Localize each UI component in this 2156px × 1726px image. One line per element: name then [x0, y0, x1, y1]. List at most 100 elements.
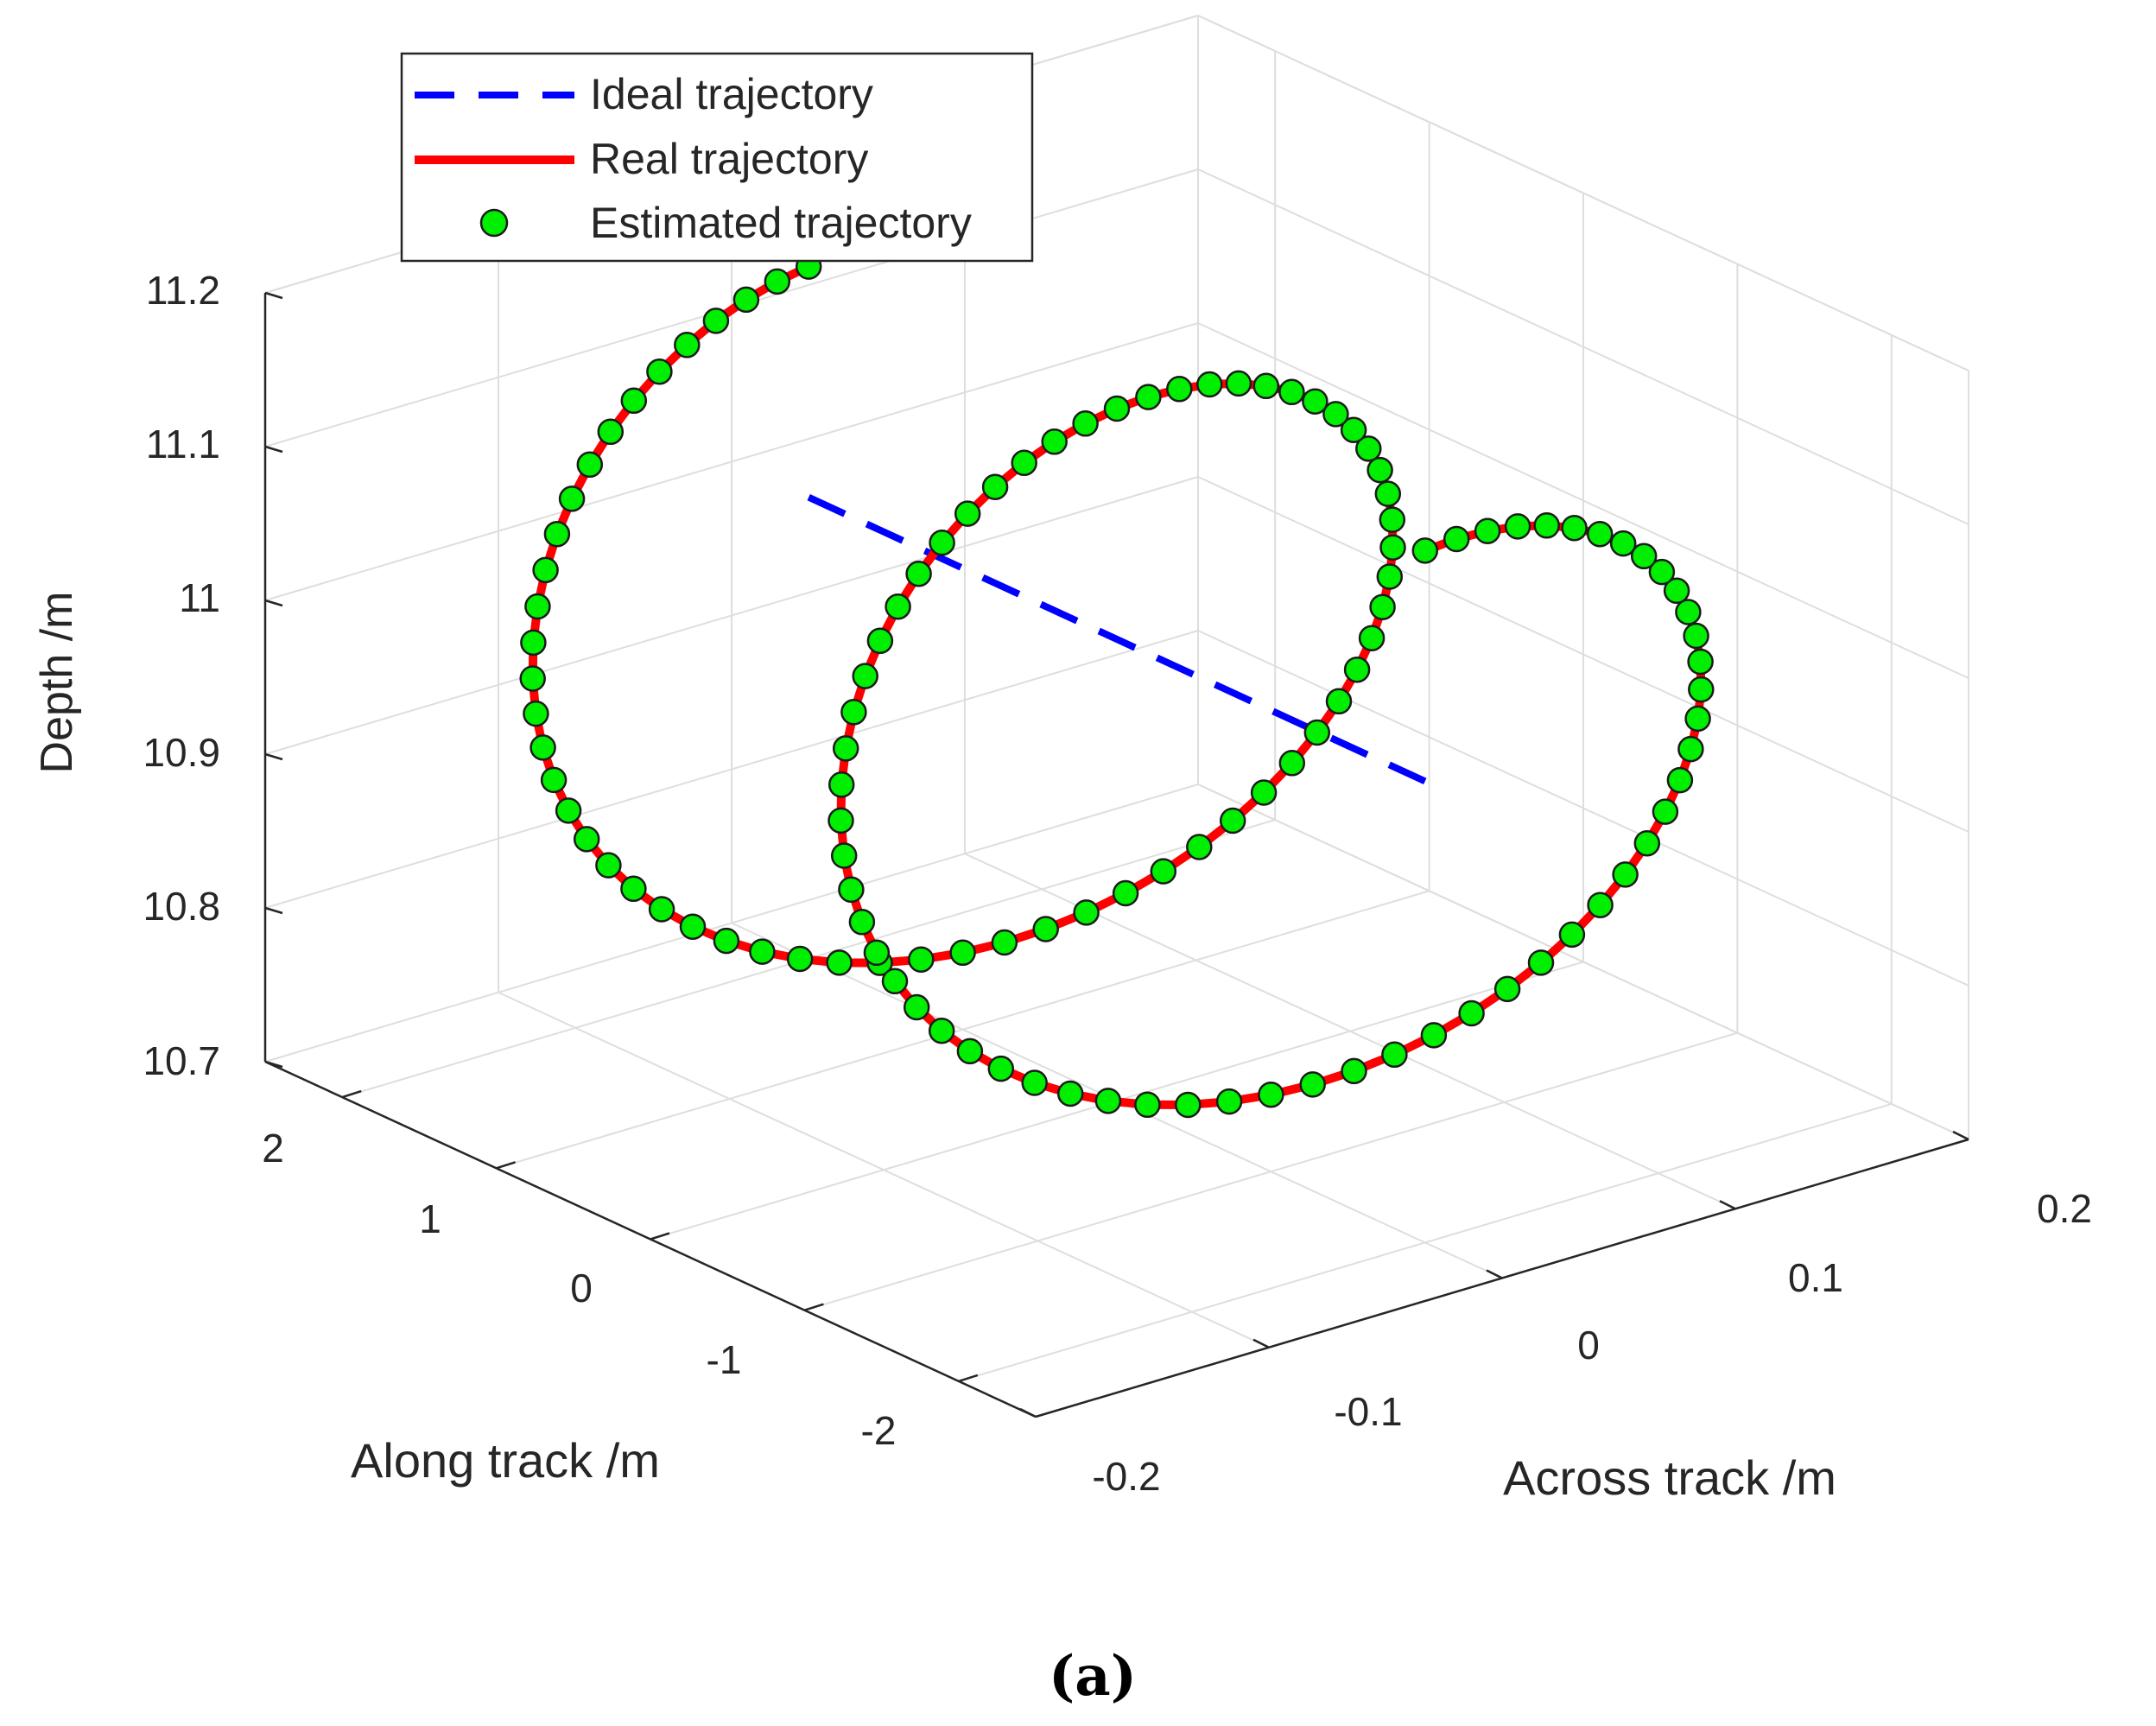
estimated-point — [885, 593, 911, 620]
back-wall-grid-line — [264, 476, 1199, 755]
estimated-point — [1215, 1088, 1243, 1115]
estimated-point — [1379, 534, 1406, 561]
z-tick-mark — [264, 752, 283, 761]
estimated-point — [1056, 1080, 1084, 1107]
estimated-point — [981, 473, 1009, 500]
estimated-trajectory-markers — [519, 253, 1715, 1119]
real-trajectory-line — [528, 263, 1706, 1109]
estimated-point — [1322, 401, 1349, 428]
estimated-point — [1374, 480, 1402, 507]
y-tick-mark — [804, 1303, 824, 1311]
estimated-point — [543, 520, 571, 548]
estimated-point — [1196, 371, 1223, 398]
z-tick-label: 11 — [179, 575, 220, 620]
estimated-point — [1367, 456, 1393, 484]
estimated-point — [1343, 656, 1371, 683]
estimated-point — [991, 929, 1018, 956]
estimated-point — [1103, 395, 1131, 422]
legend-estimated-label: Estimated trajectory — [590, 199, 972, 247]
estimated-point — [1325, 688, 1353, 715]
z-tick-labels: 11.2 11.1 11 10.9 10.8 10.7 — [143, 268, 220, 1083]
estimated-point — [595, 852, 622, 879]
y-axis-label: Along track /m — [351, 1433, 660, 1488]
estimated-point — [1666, 766, 1694, 794]
estimated-point — [903, 993, 930, 1021]
estimated-point — [523, 700, 549, 727]
z-axis-label: Depth /m — [32, 592, 82, 774]
estimated-point — [1166, 376, 1193, 403]
y-tick-label: -2 — [861, 1408, 897, 1453]
estimated-point — [646, 358, 673, 385]
z-tick-label: 10.9 — [143, 730, 220, 775]
estimated-point — [881, 968, 909, 995]
estimated-point — [1021, 1069, 1048, 1096]
z-tick-mark — [264, 445, 283, 454]
legend-real-label: Real trajectory — [590, 135, 868, 183]
z-tick-label: 10.7 — [143, 1038, 220, 1083]
estimated-point — [573, 826, 600, 853]
back-wall-grid-line — [264, 630, 1199, 909]
side-wall-grid-line — [1197, 630, 1969, 987]
estimated-point — [648, 896, 675, 923]
estimated-point — [1340, 416, 1367, 443]
estimated-point — [1150, 858, 1177, 885]
estimated-point — [1250, 779, 1278, 806]
z-tick-mark — [264, 1060, 283, 1069]
legend-ideal-label: Ideal trajectory — [590, 70, 873, 118]
x-tick-label: 0.2 — [2037, 1186, 2092, 1231]
estimated-point — [1612, 861, 1639, 888]
estimated-point — [1369, 593, 1396, 620]
x-tick-mark — [1019, 1407, 1037, 1418]
estimated-point — [620, 875, 647, 903]
estimated-point — [713, 927, 740, 955]
estimated-point — [786, 945, 814, 973]
x-tick-label: 0 — [1577, 1323, 1600, 1367]
x-tick-label: -0.1 — [1334, 1389, 1402, 1434]
y-tick-label: 0 — [570, 1266, 593, 1310]
estimated-point — [679, 913, 707, 940]
estimated-point — [848, 909, 876, 936]
estimated-point — [1420, 1022, 1448, 1049]
estimated-point — [1687, 648, 1714, 676]
estimated-point — [1504, 513, 1531, 540]
estimated-point — [1134, 1091, 1161, 1119]
estimated-point — [1458, 999, 1485, 1027]
estimated-point — [852, 663, 878, 689]
estimated-point — [956, 1038, 984, 1065]
estimated-point — [1474, 517, 1501, 544]
estimated-point — [529, 734, 556, 761]
estimated-point — [555, 797, 582, 824]
estimated-point — [1630, 543, 1658, 570]
estimated-point — [1586, 520, 1614, 548]
estimated-point — [987, 1055, 1015, 1082]
estimated-point — [1493, 975, 1521, 1003]
estimated-point — [1677, 735, 1704, 763]
estimated-point — [540, 766, 568, 794]
side-wall-grid-line — [1197, 322, 1969, 679]
estimated-point — [576, 451, 604, 479]
floor-grid-line — [496, 890, 1430, 1170]
estimated-point — [826, 949, 853, 976]
estimated-point — [1186, 834, 1213, 860]
x-tick-labels: -0.2 -0.1 0 0.1 0.2 — [1092, 1186, 2092, 1499]
estimated-point — [1381, 1041, 1408, 1069]
estimated-point — [949, 939, 976, 967]
estimated-point — [1684, 705, 1711, 733]
x-tick-mark — [1252, 1338, 1270, 1348]
estimated-point — [866, 627, 894, 655]
estimated-point — [1032, 916, 1059, 942]
estimated-point — [929, 529, 955, 556]
estimated-point — [1675, 599, 1702, 625]
estimated-point — [532, 556, 559, 584]
x-axis-label: Across track /m — [1503, 1450, 1836, 1505]
floor-grid-line — [958, 1102, 1893, 1382]
estimated-point — [1258, 1081, 1284, 1108]
floor-grid-line — [804, 1031, 1738, 1311]
x-tick-label: -0.2 — [1092, 1454, 1160, 1499]
y-tick-label: 2 — [262, 1126, 284, 1171]
estimated-point — [1219, 807, 1246, 834]
estimated-point — [1683, 622, 1709, 650]
estimated-point — [1561, 514, 1588, 542]
estimated-point — [702, 308, 730, 334]
side-wall-grid-line — [1197, 168, 1969, 525]
